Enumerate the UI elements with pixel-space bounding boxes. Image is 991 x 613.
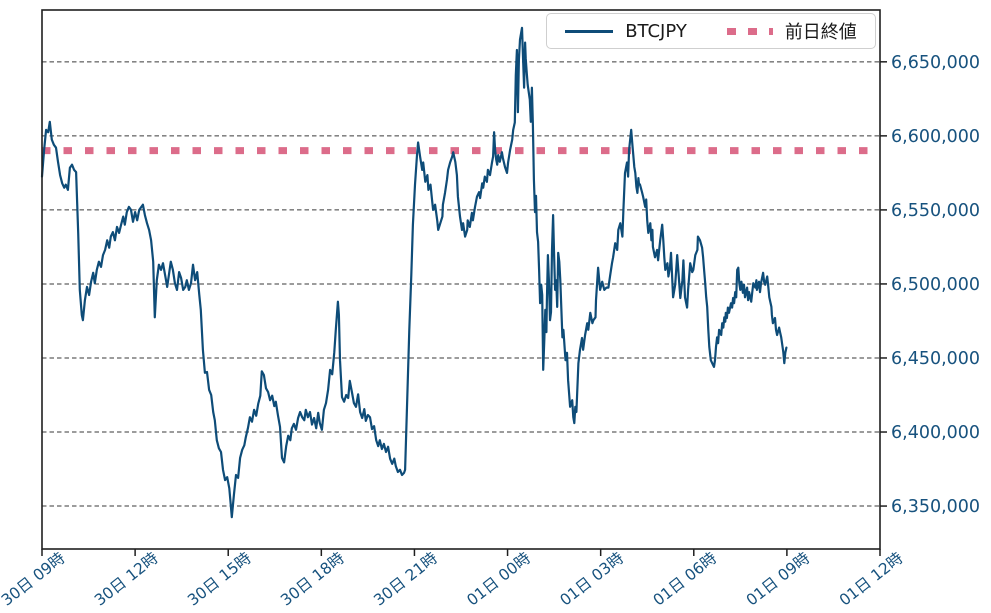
- x-tick-label: 30日 12時: [91, 549, 161, 610]
- line-swatch-icon: [565, 29, 614, 33]
- legend: BTCJPY 前日終値: [546, 13, 876, 49]
- x-tick-label: 30日 21時: [370, 549, 440, 610]
- plot-border: [41, 9, 881, 550]
- btcjpy-price-line: [40, 26, 788, 519]
- legend-item-btcjpy: BTCJPY: [565, 21, 687, 42]
- y-tick-label: 6,350,000: [891, 497, 980, 517]
- y-tick-label: 6,500,000: [891, 275, 980, 295]
- x-tick-label: 30日 15時: [184, 549, 254, 610]
- x-tick-label: 01日 00時: [464, 549, 534, 610]
- y-tick-label: 6,450,000: [891, 349, 980, 369]
- y-tick-label: 6,600,000: [891, 127, 980, 147]
- x-tick-label: 01日 06時: [650, 549, 720, 610]
- legend-label-prev-close: 前日終値: [784, 22, 857, 43]
- y-tick-label: 6,650,000: [891, 53, 980, 73]
- x-tick-label: 01日 09時: [743, 549, 813, 610]
- legend-label-btcjpy: BTCJPY: [625, 20, 687, 42]
- x-tick-label: 30日 09時: [0, 549, 68, 610]
- dotted-swatch-icon: [726, 27, 773, 35]
- x-tick-label: 01日 03時: [557, 549, 627, 610]
- y-tick-label: 6,550,000: [891, 201, 980, 221]
- x-tick-label: 01日 12時: [836, 549, 906, 610]
- x-tick-label: 30日 18時: [277, 549, 347, 610]
- legend-item-prev-close: 前日終値: [726, 18, 857, 44]
- y-tick-label: 6,400,000: [891, 423, 980, 443]
